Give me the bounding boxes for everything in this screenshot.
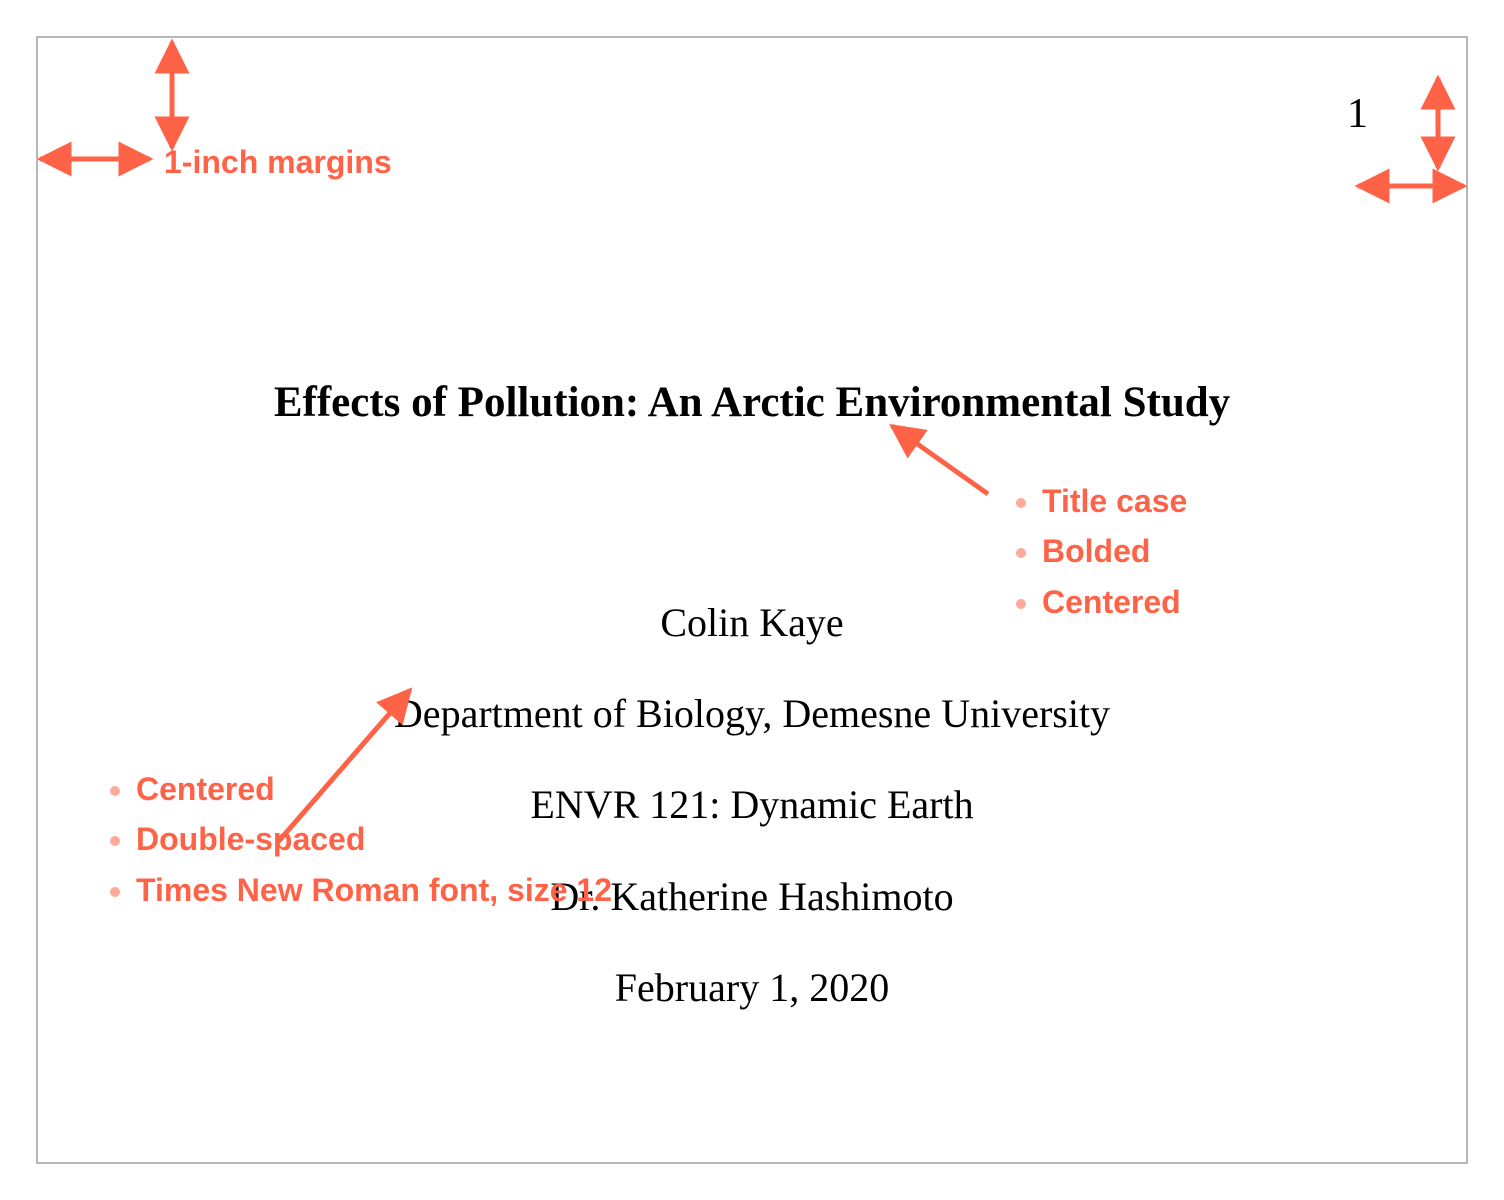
title-note: Centered [1042, 579, 1187, 625]
body-note: Times New Roman font, size 12 [136, 867, 612, 913]
title-page-content: Effects of Pollution: An Arctic Environm… [38, 378, 1466, 1033]
title-note: Bolded [1042, 528, 1187, 574]
author-line: Colin Kaye [38, 577, 1466, 668]
margins-annotation: 1-inch margins [164, 144, 392, 181]
page-number: 1 [1347, 90, 1368, 138]
title-annotation-list: Title case Bolded Centered [986, 474, 1187, 629]
title-note: Title case [1042, 478, 1187, 524]
document-page: 1 Effects of Pollution: An Arctic Enviro… [36, 36, 1468, 1164]
date-line: February 1, 2020 [38, 942, 1466, 1033]
body-annotation-list: Centered Double-spaced Times New Roman f… [80, 762, 612, 917]
canvas: 1 Effects of Pollution: An Arctic Enviro… [0, 0, 1504, 1200]
body-note: Double-spaced [136, 816, 612, 862]
body-note: Centered [136, 766, 612, 812]
department-line: Department of Biology, Demesne Universit… [38, 668, 1466, 759]
paper-title: Effects of Pollution: An Arctic Environm… [38, 378, 1466, 427]
